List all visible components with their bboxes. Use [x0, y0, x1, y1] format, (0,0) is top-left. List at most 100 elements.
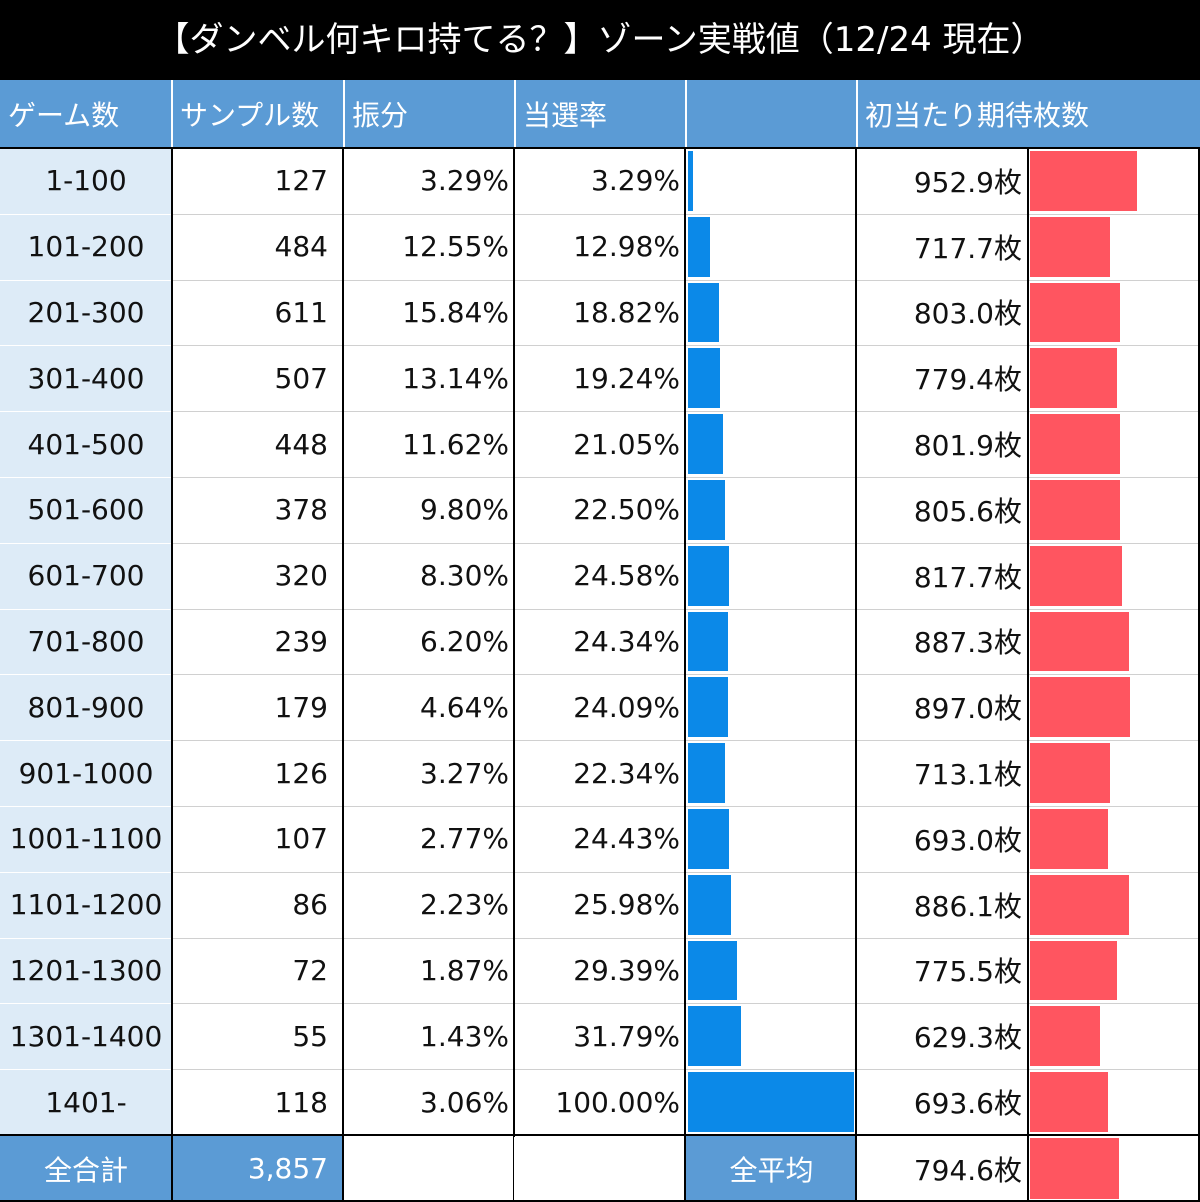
row-win-rate-value: 3.29% [591, 164, 680, 198]
row-expected-medals-value: 779.4枚 [913, 363, 1022, 397]
row-games-label: 1001-1100 [0, 806, 172, 872]
row-samples-value: 126 [274, 756, 328, 790]
header-separator [343, 80, 345, 148]
expected-medals-bar [1030, 480, 1121, 540]
row-expected-medals-value: 775.5枚 [913, 955, 1022, 989]
row-expected-medals-value: 897.0枚 [913, 692, 1022, 726]
expected-medals-bar [1030, 611, 1130, 672]
table-title: 【ダンベル何キロ持てる？】ゾーン実戦値（12/24 現在） [0, 0, 1200, 80]
row-divider [0, 542, 172, 544]
row-distribution-value: 8.30% [420, 559, 509, 593]
row-games-label: 1101-1200 [0, 871, 172, 938]
row-divider [172, 740, 1200, 742]
expected-medals-bar [1030, 151, 1137, 211]
row-distribution-value: 2.23% [420, 888, 509, 922]
expected-medals-bar [1030, 1006, 1101, 1067]
column-border [684, 148, 686, 1202]
row-games-label: 1301-1400 [0, 1003, 172, 1070]
row-samples-value: 86 [292, 888, 328, 922]
footer-average-label: 全平均 [686, 1135, 857, 1202]
row-samples-value: 118 [274, 1085, 328, 1119]
row-expected-medals-value: 693.6枚 [913, 1087, 1022, 1121]
row-win-rate-value: 12.98% [573, 230, 680, 264]
row-divider [0, 608, 172, 610]
row-expected-medals-value: 886.1枚 [913, 889, 1022, 923]
row-divider [0, 279, 172, 281]
expected-medals-bar [1030, 348, 1118, 409]
header-separator [171, 80, 173, 148]
row-win-rate-value: 100.00% [555, 1085, 680, 1119]
row-samples-value: 320 [274, 559, 328, 593]
win-rate-bar [688, 743, 726, 803]
section-border [0, 1134, 1200, 1136]
row-games-label: 701-800 [0, 608, 172, 675]
expected-medals-bar [1030, 282, 1120, 343]
row-divider [0, 411, 172, 413]
win-rate-bar [688, 1006, 741, 1067]
row-samples-value: 179 [274, 690, 328, 724]
header-expected-medals: 初当たり期待枚数 [857, 80, 1200, 148]
row-games-label: 1401- [0, 1069, 172, 1135]
section-border [0, 147, 1200, 149]
row-distribution-value: 9.80% [420, 493, 509, 527]
row-games-label: 801-900 [0, 674, 172, 741]
row-divider [172, 477, 1200, 478]
expected-medals-bar [1030, 677, 1131, 738]
footer-average-medals-bar [1030, 1138, 1119, 1199]
row-divider [0, 674, 172, 676]
win-rate-bar [688, 1072, 854, 1132]
row-samples-value: 507 [274, 361, 328, 395]
win-rate-bar [688, 414, 723, 474]
footer-total-samples: 3,857 [172, 1135, 344, 1202]
row-expected-medals-value: 817.7枚 [913, 560, 1022, 594]
row-distribution-value: 1.43% [420, 1019, 509, 1053]
row-distribution-value: 12.55% [402, 230, 509, 264]
row-win-rate-value: 24.58% [573, 559, 680, 593]
footer-empty [344, 1135, 686, 1202]
expected-medals-bar [1030, 809, 1108, 869]
expected-medals-bar [1030, 1072, 1108, 1132]
row-games-label: 301-400 [0, 345, 172, 412]
header-distribution: 振分 [344, 80, 515, 148]
win-rate-bar [688, 611, 729, 672]
row-divider [0, 806, 172, 807]
row-distribution-value: 4.64% [420, 690, 509, 724]
row-win-rate-value: 21.05% [573, 427, 680, 461]
header-separator [514, 80, 516, 148]
row-expected-medals-value: 801.9枚 [913, 429, 1022, 463]
row-divider [0, 871, 172, 873]
row-distribution-value: 3.29% [420, 164, 509, 198]
win-rate-bar [688, 151, 694, 211]
footer-average-medals: 794.6枚 [913, 1153, 1022, 1187]
row-games-label: 1-100 [0, 148, 172, 214]
row-divider [0, 740, 172, 742]
row-samples-value: 72 [292, 953, 328, 987]
row-samples-value: 611 [274, 295, 328, 329]
row-distribution-value: 2.77% [420, 822, 509, 856]
row-win-rate-value: 22.50% [573, 493, 680, 527]
row-win-rate-value: 19.24% [573, 361, 680, 395]
header-separator [685, 80, 687, 148]
row-win-rate-value: 22.34% [573, 756, 680, 790]
row-distribution-value: 3.06% [420, 1085, 509, 1119]
row-divider [172, 806, 1200, 807]
right-border [1198, 148, 1200, 1202]
row-divider [172, 542, 1200, 544]
row-samples-value: 378 [274, 493, 328, 527]
row-distribution-value: 6.20% [420, 624, 509, 658]
row-games-label: 1201-1300 [0, 937, 172, 1004]
footer-merge-cover [514, 1137, 515, 1202]
header-samples: サンプル数 [172, 80, 344, 148]
row-divider [0, 1003, 172, 1005]
column-border [342, 148, 344, 1202]
row-games-label: 101-200 [0, 213, 172, 280]
row-divider [172, 345, 1200, 347]
row-divider [0, 1069, 172, 1071]
row-expected-medals-value: 803.0枚 [913, 297, 1022, 331]
win-rate-bar [688, 480, 726, 540]
row-divider [172, 1069, 1200, 1071]
row-win-rate-value: 24.09% [573, 690, 680, 724]
expected-medals-bar [1030, 414, 1120, 474]
win-rate-bar [688, 874, 732, 935]
